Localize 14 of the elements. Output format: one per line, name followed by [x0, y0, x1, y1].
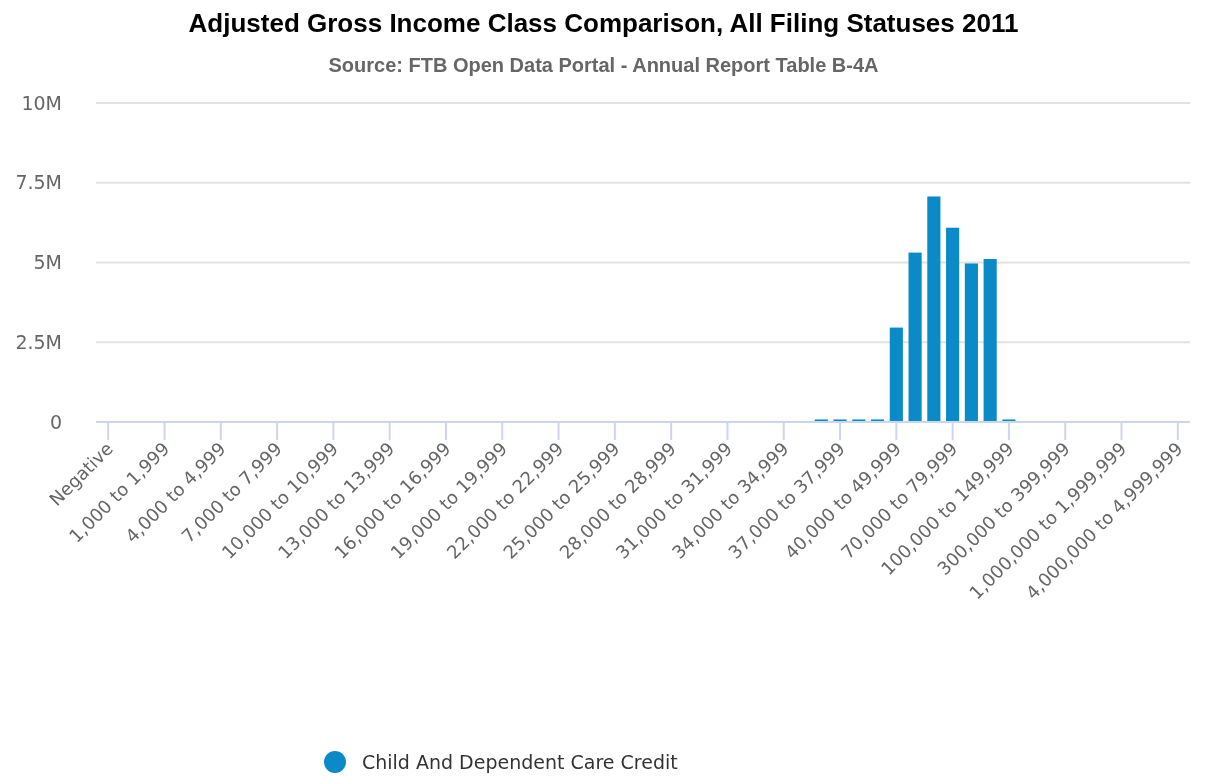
y-tick-label: 2.5M: [15, 330, 62, 353]
bar: [889, 327, 903, 422]
bar: [983, 258, 997, 422]
y-tick-label: 10M: [21, 91, 62, 114]
bar: [964, 263, 978, 422]
y-tick-label: 0: [49, 410, 62, 433]
bar: [946, 227, 960, 422]
chart-title: Adjusted Gross Income Class Comparison, All Filing Statuses 2011: [188, 8, 1019, 38]
chart-subtitle: Source: FTB Open Data Portal - Annual Report Table B-4A: [328, 54, 879, 76]
bar: [927, 196, 941, 422]
bar: [908, 252, 922, 422]
y-tick-label: 5M: [33, 251, 62, 274]
legend-label: Child And Dependent Care Credit: [362, 750, 678, 773]
y-tick-label: 7.5M: [15, 171, 62, 194]
